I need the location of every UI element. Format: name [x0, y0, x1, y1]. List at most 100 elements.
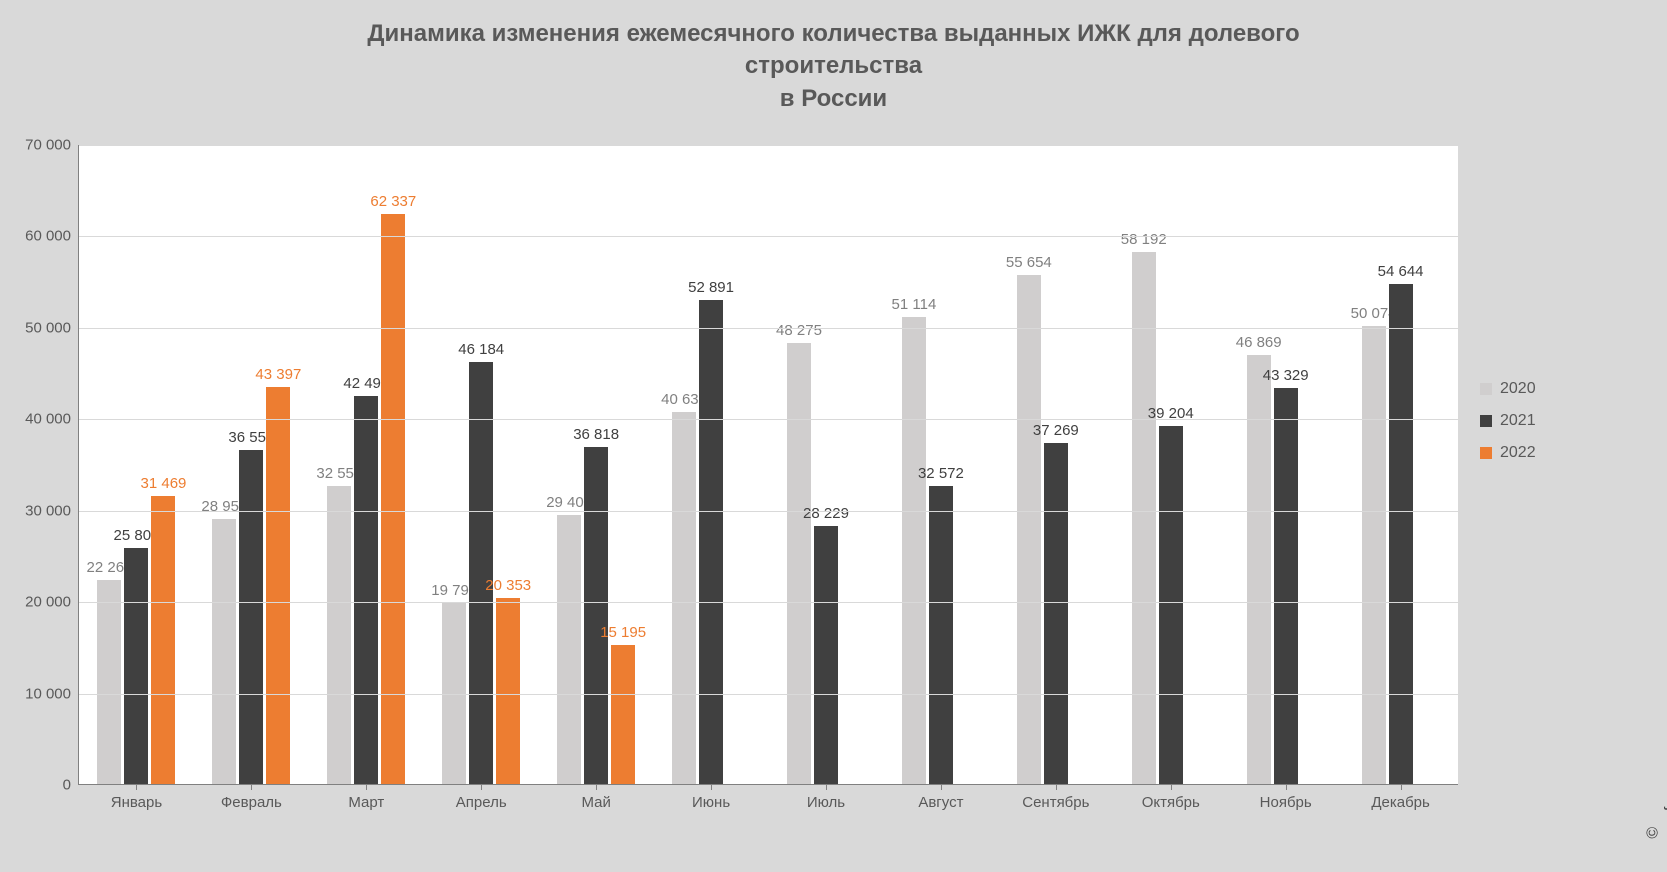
- xcategory-label: Декабрь: [1343, 794, 1458, 811]
- data-label: 37 269: [1033, 422, 1079, 439]
- category-group: 29 40436 81815 195Май: [539, 145, 654, 784]
- bar: 62 337: [381, 214, 405, 784]
- bar: 15 195: [611, 645, 635, 784]
- bar: 52 891: [699, 300, 723, 784]
- legend-swatch: [1480, 383, 1492, 395]
- gridline: [79, 328, 1458, 329]
- data-label: 43 329: [1263, 367, 1309, 384]
- bars-container: 58 19239 204: [1113, 145, 1228, 784]
- data-label: 58 192: [1121, 231, 1167, 248]
- legend-label: 2020: [1500, 380, 1536, 398]
- gridline: [79, 145, 1458, 146]
- category-group: 58 19239 204Октябрь: [1113, 145, 1228, 784]
- data-label: 54 644: [1378, 263, 1424, 280]
- bars-container: 22 26725 809 31 469: [79, 145, 194, 784]
- xtick-mark: [941, 784, 942, 790]
- data-label: 15 195: [600, 624, 646, 641]
- bars-container: 32 55342 49362 337: [309, 145, 424, 784]
- legend-swatch: [1480, 447, 1492, 459]
- xtick-mark: [1401, 784, 1402, 790]
- legend: 2020 2021 2022: [1480, 380, 1536, 462]
- legend-item: 2020: [1480, 380, 1536, 398]
- xtick-mark: [1286, 784, 1287, 790]
- plot-area: 22 26725 80931 469Январь28 95236 55343 3…: [78, 145, 1458, 785]
- xtick-mark: [1056, 784, 1057, 790]
- gridline: [79, 419, 1458, 420]
- xtick-mark: [366, 784, 367, 790]
- bar: 28 229: [814, 526, 838, 784]
- data-label: 46 184: [458, 341, 504, 358]
- bar: 40 638: [672, 412, 696, 784]
- data-label: 48 275: [776, 322, 822, 339]
- data-label: 62 337: [370, 193, 416, 210]
- category-group: 48 27528 229Июль: [769, 145, 884, 784]
- data-label: 43 397: [255, 366, 301, 383]
- watermark: © erzrf.ru: [1645, 788, 1667, 839]
- legend-label: 2022: [1500, 444, 1536, 462]
- legend-label: 2021: [1500, 412, 1536, 430]
- bar: 43 329: [1274, 388, 1298, 784]
- xcategory-label: Август: [883, 794, 998, 811]
- data-label: 28 229: [803, 505, 849, 522]
- xcategory-label: Июнь: [654, 794, 769, 811]
- ytick-label: 60 000: [25, 228, 71, 245]
- xcategory-label: Сентябрь: [998, 794, 1113, 811]
- legend-swatch: [1480, 415, 1492, 427]
- bar: 50 074: [1362, 326, 1386, 784]
- bars-container: 46 86943 329: [1228, 145, 1343, 784]
- ytick-label: 0: [63, 777, 71, 794]
- data-label: 52 891: [688, 279, 734, 296]
- bar: 54 644: [1389, 284, 1413, 784]
- bar: 32 572: [929, 486, 953, 784]
- bar: 39 204: [1159, 426, 1183, 784]
- xcategory-label: Март: [309, 794, 424, 811]
- bars-container: 40 63852 891: [654, 145, 769, 784]
- legend-item: 2022: [1480, 444, 1536, 462]
- xcategory-label: Май: [539, 794, 654, 811]
- bar: 25 809: [124, 548, 148, 784]
- gridline: [79, 694, 1458, 695]
- bars-container: 28 95236 55343 397: [194, 145, 309, 784]
- xtick-mark: [251, 784, 252, 790]
- data-label: 36 818: [573, 426, 619, 443]
- xcategory-label: Октябрь: [1113, 794, 1228, 811]
- xcategory-label: Июль: [769, 794, 884, 811]
- category-group: 19 79346 18420 353Апрель: [424, 145, 539, 784]
- chart-title: Динамика изменения ежемесячного количест…: [0, 0, 1667, 115]
- xcategory-label: Февраль: [194, 794, 309, 811]
- category-group: 50 07454 644Декабрь: [1343, 145, 1458, 784]
- xtick-mark: [1171, 784, 1172, 790]
- bar: 32 553: [327, 486, 351, 784]
- chart-title-line3: в России: [0, 83, 1667, 115]
- bar: 37 269: [1044, 443, 1068, 784]
- bar: 43 397: [266, 387, 290, 784]
- xcategory-label: Январь: [79, 794, 194, 811]
- category-group: 22 26725 80931 469Январь: [79, 145, 194, 784]
- bars-container: 55 65437 269: [998, 145, 1113, 784]
- ytick-label: 30 000: [25, 502, 71, 519]
- data-label: 32 572: [918, 465, 964, 482]
- chart-title-line2: строительства: [0, 50, 1667, 82]
- category-group: 28 95236 55343 397Февраль: [194, 145, 309, 784]
- data-label: 31 469: [141, 475, 187, 492]
- ytick-label: 20 000: [25, 594, 71, 611]
- bars-container: 19 79346 18420 353: [424, 145, 539, 784]
- bar: 20 353: [496, 598, 520, 784]
- xtick-mark: [596, 784, 597, 790]
- category-group: 51 11432 572Август: [883, 145, 998, 784]
- xtick-mark: [136, 784, 137, 790]
- category-group: 55 65437 269Сентябрь: [998, 145, 1113, 784]
- gridline: [79, 602, 1458, 603]
- legend-item: 2021: [1480, 412, 1536, 430]
- bar: 22 267: [97, 580, 121, 784]
- data-label: 20 353: [485, 577, 531, 594]
- bar: 42 493: [354, 396, 378, 785]
- xtick-mark: [481, 784, 482, 790]
- bars-container: 48 275 28 229: [769, 145, 884, 784]
- bar: 58 192: [1132, 252, 1156, 784]
- bar: 28 952: [212, 519, 236, 784]
- xcategory-label: Ноябрь: [1228, 794, 1343, 811]
- bar: 36 553: [239, 450, 263, 784]
- xcategory-label: Апрель: [424, 794, 539, 811]
- xtick-mark: [826, 784, 827, 790]
